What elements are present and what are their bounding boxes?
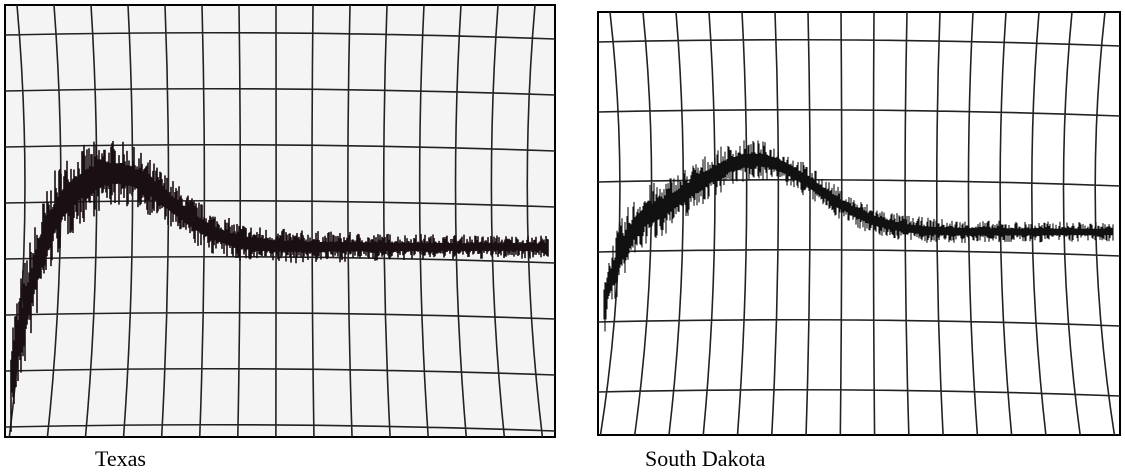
texas-recording xyxy=(5,5,555,437)
south-dakota-recording xyxy=(598,12,1120,435)
figure: Texas South Dakota xyxy=(0,0,1125,474)
page: Texas South Dakota (() => { const data =… xyxy=(0,0,1125,474)
caption: Texas xyxy=(95,446,146,471)
caption: South Dakota xyxy=(645,446,766,471)
scan-frame xyxy=(598,12,1120,435)
